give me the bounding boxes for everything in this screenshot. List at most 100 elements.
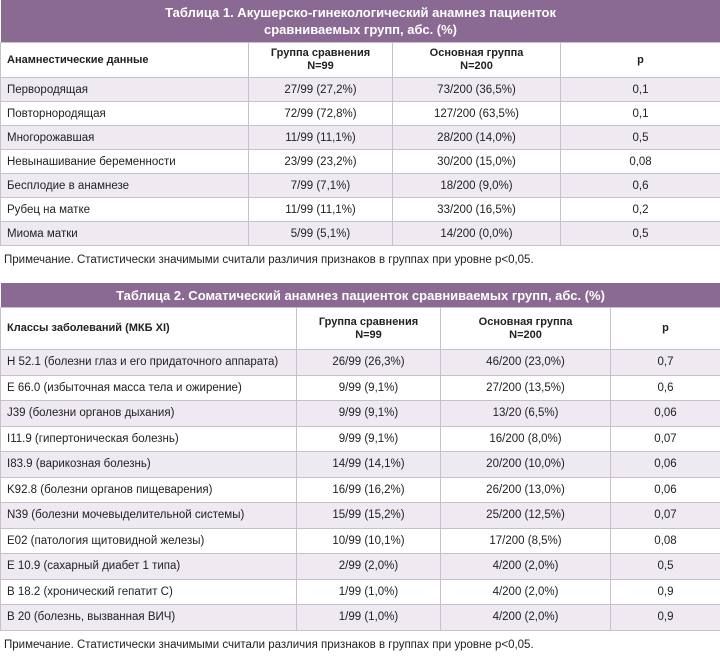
header-cell: Группа сравнения N=99	[296, 307, 441, 350]
data-cell: Бесплодие в анамнезе	[0, 173, 249, 198]
data-cell: 0,9	[610, 578, 720, 605]
data-cell: 9/99 (9,1%)	[296, 400, 441, 427]
data-cell: I83.9 (варикозная болезнь)	[0, 451, 297, 478]
data-row: Невынашивание беременности 23/99 (23,2%) 3…	[0, 149, 720, 174]
header-line: Группа сравнения	[270, 47, 371, 59]
data-cell: 11/99 (11,1%)	[248, 197, 393, 222]
data-row: Рубец на матке 11/99 (11,1%) 33/200 (16,5%…	[0, 197, 720, 222]
data-cell: 0,1	[559, 77, 720, 102]
data-cell: Невынашивание беременности	[0, 149, 249, 174]
data-row: E 66.0 (избыточная масса тела и ожирение…	[0, 374, 720, 401]
data-cell: E 10.9 (сахарный диабет 1 типа)	[0, 553, 297, 580]
data-cell: 17/200 (8,5%)	[440, 527, 611, 554]
data-cell: I11.9 (гипертоническая болезнь)	[0, 425, 297, 452]
data-cell: K92.8 (болезни органов пищеварения)	[0, 476, 297, 503]
header-line: Классы заболеваний (МКБ XI)	[7, 322, 170, 334]
header-cell: Основная группа N=200	[440, 307, 611, 350]
header-line: N=200	[460, 60, 493, 72]
data-cell: B 18.2 (хронический гепатит С)	[0, 578, 297, 605]
table-note: Примечание. Статистически значимыми счит…	[4, 254, 534, 266]
data-row: Повторнородящая 72/99 (72,8%) 127/200 (63,…	[0, 101, 720, 126]
data-cell: 26/200 (13,0%)	[440, 476, 611, 503]
data-cell: 0,5	[559, 125, 720, 150]
data-row: Бесплодие в анамнезе 7/99 (7,1%) 18/200 (9…	[0, 173, 720, 198]
data-cell: 10/99 (10,1%)	[296, 527, 441, 554]
header-cell: Группа сравнения N=99	[248, 42, 393, 78]
header-line: p	[637, 53, 644, 66]
title-row: Таблица 1. Акушерско-гинекологический ан…	[0, 0, 720, 43]
data-cell: 0,5	[610, 553, 720, 580]
data-cell: 30/200 (15,0%)	[392, 149, 561, 174]
data-cell: 9/99 (9,1%)	[296, 425, 441, 452]
data-row: I11.9 (гипертоническая болезнь) 9/99 (9,1…	[0, 425, 720, 452]
data-row: K92.8 (болезни органов пищеварения) 16/99…	[0, 476, 720, 503]
data-cell: 11/99 (11,1%)	[248, 125, 393, 150]
data-cell: E02 (патология щитовидной железы)	[0, 527, 297, 554]
data-cell: 13/20 (6,5%)	[440, 400, 611, 427]
data-cell: B 20 (болезнь, вызванная ВИЧ)	[0, 604, 297, 631]
header-line: Основная группа	[478, 315, 573, 328]
data-cell: 4/200 (2,0%)	[440, 604, 611, 631]
data-cell: 5/99 (5,1%)	[248, 221, 393, 246]
header-line: Основная группа	[429, 47, 524, 59]
data-row: J39 (болезни органов дыхания) 9/99 (9,1%)…	[0, 400, 720, 427]
title-line: Таблица 1. Акушерско-гинекологический ан…	[165, 5, 556, 20]
data-cell: 28/200 (14,0%)	[392, 125, 561, 150]
table: Таблица 1. Акушерско-гинекологический ан…	[0, 0, 720, 246]
data-row: Миома матки 5/99 (5,1%) 14/200 (0,0%) 0,5	[0, 221, 720, 246]
data-cell: 4/200 (2,0%)	[440, 553, 611, 580]
data-cell: 0,06	[610, 451, 720, 478]
data-cell: 0,9	[610, 604, 720, 631]
data-cell: 1/99 (1,0%)	[296, 578, 441, 605]
data-cell: 127/200 (63,5%)	[392, 101, 561, 126]
header-cell: Основная группа N=200	[392, 42, 561, 78]
data-cell: 20/200 (10,0%)	[440, 451, 611, 478]
data-cell: 0,6	[610, 374, 720, 401]
data-row: N39 (болезни мочевыделительной системы) 1…	[0, 502, 720, 529]
data-cell: 0,07	[610, 425, 720, 452]
data-cell: 16/200 (8,0%)	[440, 425, 611, 452]
data-cell: 23/99 (23,2%)	[248, 149, 393, 174]
data-cell: 14/200 (0,0%)	[392, 221, 561, 246]
data-row: E02 (патология щитовидной железы) 10/99 (…	[0, 527, 720, 554]
header-line: N=99	[307, 60, 334, 72]
data-cell: 0,2	[559, 197, 720, 222]
data-cell: 0,08	[610, 527, 720, 554]
data-cell: 15/99 (15,2%)	[296, 502, 441, 529]
data-cell: 0,08	[559, 149, 720, 174]
data-cell: 2/99 (2,0%)	[296, 553, 441, 580]
header-line: N=200	[509, 328, 542, 341]
header-line: p	[662, 322, 669, 334]
data-cell: 0,6	[559, 173, 720, 198]
data-cell: 9/99 (9,1%)	[296, 374, 441, 401]
data-cell: 7/99 (7,1%)	[248, 173, 393, 198]
data-cell: 0,06	[610, 476, 720, 503]
title-row: Таблица 2. Соматический анамнез пациенто…	[0, 283, 720, 308]
data-cell: 0,07	[610, 502, 720, 529]
title-line: сравниваемых групп, абс. (%)	[264, 22, 458, 37]
data-cell: J39 (болезни органов дыхания)	[0, 400, 297, 427]
data-row: B 18.2 (хронический гепатит С) 1/99 (1,0%…	[0, 578, 720, 605]
data-cell: E 66.0 (избыточная масса тела и ожирение…	[0, 374, 297, 401]
header-cell: Классы заболеваний (МКБ XI)	[0, 307, 297, 350]
table-title: Таблица 2. Соматический анамнез пациенто…	[0, 283, 720, 308]
data-row: I83.9 (варикозная болезнь) 14/99 (14,1%) 2…	[0, 451, 720, 478]
data-cell: 0,5	[559, 221, 720, 246]
header-cell: p	[610, 307, 720, 350]
data-cell: 18/200 (9,0%)	[392, 173, 561, 198]
data-row: E 10.9 (сахарный диабет 1 типа) 2/99 (2,0…	[0, 553, 720, 580]
data-cell: 26/99 (26,3%)	[296, 349, 441, 376]
data-row: B 20 (болезнь, вызванная ВИЧ) 1/99 (1,0%)…	[0, 604, 720, 631]
table-title: Таблица 1. Акушерско-гинекологический ан…	[0, 0, 720, 43]
header-line: Анамнестические данные	[7, 53, 149, 66]
data-cell: 72/99 (72,8%)	[248, 101, 393, 126]
data-cell: 16/99 (16,2%)	[296, 476, 441, 503]
data-cell: Рубец на матке	[0, 197, 249, 222]
data-cell: 4/200 (2,0%)	[440, 578, 611, 605]
data-cell: Миома матки	[0, 221, 249, 246]
header-line: N=99	[355, 328, 382, 341]
data-row: Первородящая 27/99 (27,2%) 73/200 (36,5%) 0…	[0, 77, 720, 102]
data-cell: 27/200 (13,5%)	[440, 374, 611, 401]
data-cell: 33/200 (16,5%)	[392, 197, 561, 222]
